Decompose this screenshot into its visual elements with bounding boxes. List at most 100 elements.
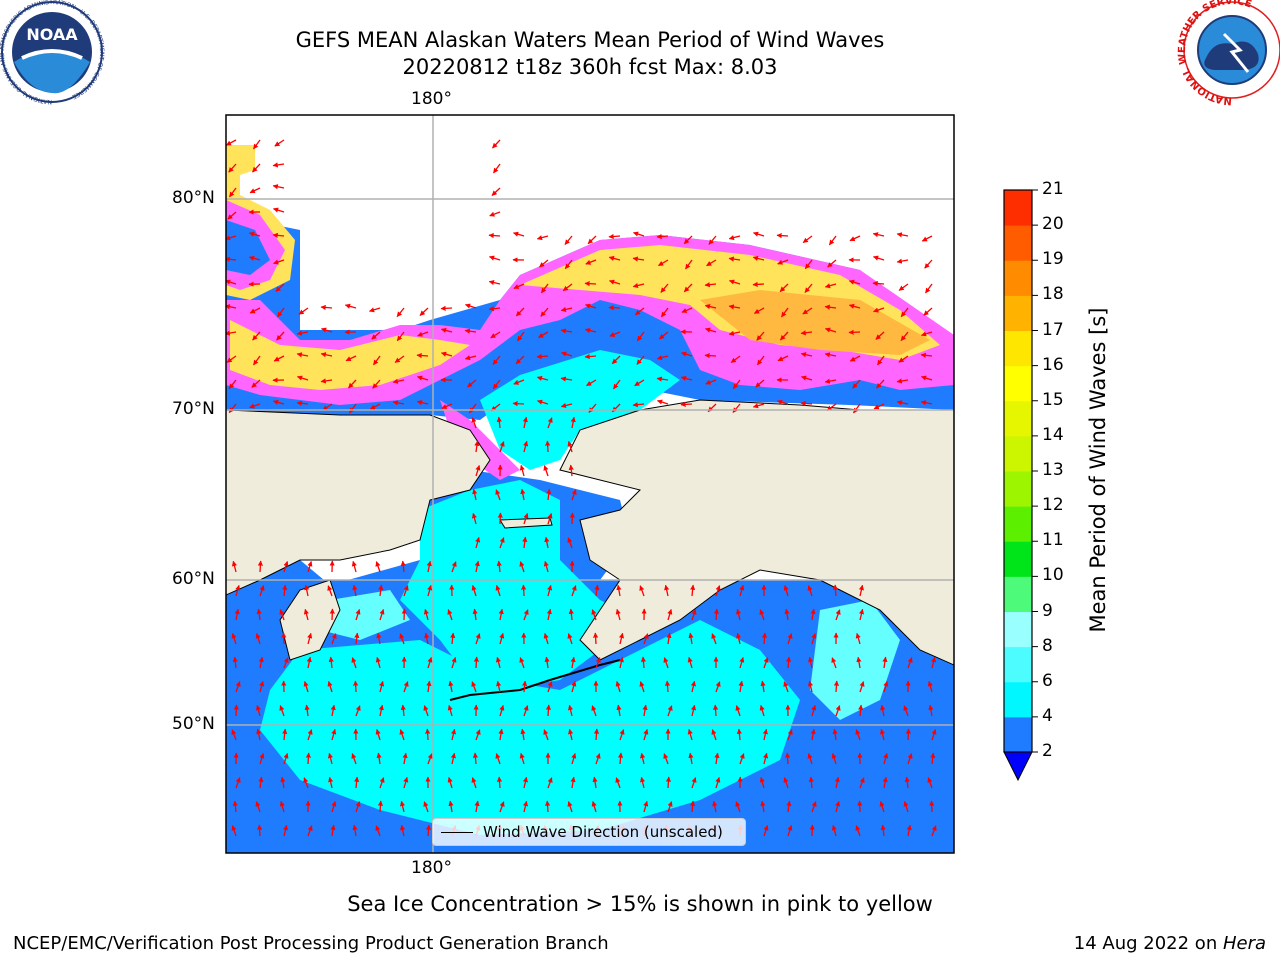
wave-direction-arrow <box>296 400 309 406</box>
wave-direction-arrow <box>657 399 669 405</box>
wave-direction-arrow <box>924 283 933 294</box>
wave-direction-arrow <box>828 235 837 246</box>
noaa-logo: NOAA NATIONAL OCEANIC AND ATMOSPHERIC AD… <box>0 0 105 105</box>
wave-direction-arrow <box>376 632 382 645</box>
wave-direction-arrow <box>475 729 481 741</box>
wave-direction-arrow <box>378 584 384 597</box>
wave-direction-arrow <box>667 609 673 621</box>
wave-direction-arrow <box>643 800 649 813</box>
wave-direction-arrow <box>896 400 909 406</box>
wave-direction-arrow <box>568 728 574 741</box>
wave-direction-arrow <box>882 656 888 669</box>
map-area <box>226 115 954 853</box>
wave-direction-arrow <box>403 681 409 693</box>
colorbar-tick-label: 20 <box>1042 214 1064 235</box>
wave-direction-arrow <box>544 536 550 549</box>
wave-direction-arrow <box>327 585 333 597</box>
wave-direction-arrow <box>920 352 933 358</box>
wave-direction-arrow <box>252 331 261 341</box>
wave-direction-arrow <box>787 825 793 837</box>
wave-direction-arrow <box>667 705 673 717</box>
wave-direction-arrow <box>756 331 765 341</box>
colorbar-tick-label: 17 <box>1042 319 1064 340</box>
wave-direction-arrow <box>472 608 478 621</box>
wave-direction-arrow <box>776 399 789 405</box>
wave-direction-arrow <box>729 279 741 285</box>
wave-direction-arrow <box>235 584 241 597</box>
wave-direction-arrow <box>255 633 261 645</box>
wave-direction-arrow <box>279 609 285 621</box>
colorbar-bin <box>1004 295 1032 331</box>
wave-direction-arrow <box>513 283 525 289</box>
wave-direction-arrow <box>465 303 477 309</box>
wave-direction-arrow <box>256 608 262 621</box>
wave-direction-arrow <box>683 283 693 293</box>
wave-direction-arrow <box>303 608 309 621</box>
wave-direction-arrow <box>255 704 261 717</box>
wave-direction-arrow <box>306 656 312 669</box>
wave-direction-arrow <box>921 375 933 381</box>
wave-direction-arrow <box>852 403 861 414</box>
wave-direction-arrow <box>303 681 309 693</box>
map-frame <box>225 114 955 854</box>
wave-direction-arrow <box>609 331 621 337</box>
wave-direction-arrow <box>545 440 551 453</box>
wave-direction-arrow <box>249 307 261 314</box>
wave-direction-arrow <box>706 259 717 267</box>
wave-direction-arrow <box>616 584 622 597</box>
wave-direction-arrow <box>276 307 285 318</box>
wave-direction-arrow <box>660 283 669 293</box>
wave-direction-arrow <box>688 632 694 645</box>
wave-direction-arrow <box>560 402 573 409</box>
wave-direction-arrow <box>495 656 501 669</box>
wave-direction-arrow <box>656 355 669 361</box>
wave-direction-arrow <box>560 306 573 312</box>
wave-direction-arrow <box>471 585 477 597</box>
wave-direction-arrow <box>258 776 264 789</box>
wave-direction-arrow <box>547 681 553 693</box>
wave-direction-arrow <box>833 680 840 693</box>
wave-direction-arrow <box>858 608 865 621</box>
lat-label-70: 70°N <box>172 399 215 419</box>
wave-direction-arrow <box>403 776 409 789</box>
wave-direction-arrow <box>684 259 693 270</box>
wave-direction-arrow <box>543 465 549 477</box>
wave-direction-arrow <box>427 584 433 597</box>
wave-direction-arrow <box>498 608 504 621</box>
wave-direction-arrow <box>666 632 672 645</box>
wave-direction-arrow <box>759 609 765 621</box>
wave-direction-arrow <box>568 464 574 477</box>
wave-direction-arrow <box>536 353 549 360</box>
wave-direction-arrow <box>804 283 813 293</box>
wave-direction-arrow <box>663 753 669 765</box>
wave-direction-arrow <box>496 680 502 693</box>
wave-direction-arrow <box>857 800 863 813</box>
wave-direction-arrow <box>377 800 384 813</box>
wave-direction-arrow <box>831 657 837 669</box>
wave-direction-arrow <box>448 800 454 813</box>
wave-direction-arrow <box>522 800 529 813</box>
wave-direction-arrow <box>611 355 621 365</box>
wave-direction-arrow <box>275 283 285 292</box>
wave-direction-arrow <box>787 633 793 645</box>
wave-direction-arrow <box>761 632 768 645</box>
wave-direction-arrow <box>586 379 597 387</box>
footer-date: 14 Aug 2022 on Hera <box>1074 933 1266 954</box>
wave-direction-arrow <box>273 207 285 213</box>
wave-direction-arrow <box>400 704 406 717</box>
wave-direction-arrow <box>471 512 477 525</box>
wave-direction-arrow <box>273 355 285 362</box>
wave-direction-arrow <box>403 585 409 597</box>
wave-direction-arrow <box>259 680 265 693</box>
wave-direction-arrow <box>441 403 453 409</box>
wave-direction-arrow <box>520 728 526 741</box>
wave-direction-arrow <box>496 416 502 429</box>
wave-direction-arrow <box>924 259 933 269</box>
wave-direction-arrow <box>730 355 741 364</box>
wave-direction-arrow <box>392 400 405 406</box>
wave-direction-arrow <box>399 729 405 741</box>
wave-direction-arrow <box>856 656 862 669</box>
wave-direction-arrow <box>234 608 240 621</box>
wave-direction-arrow <box>488 232 501 239</box>
wave-cyan-pacific <box>260 620 800 835</box>
